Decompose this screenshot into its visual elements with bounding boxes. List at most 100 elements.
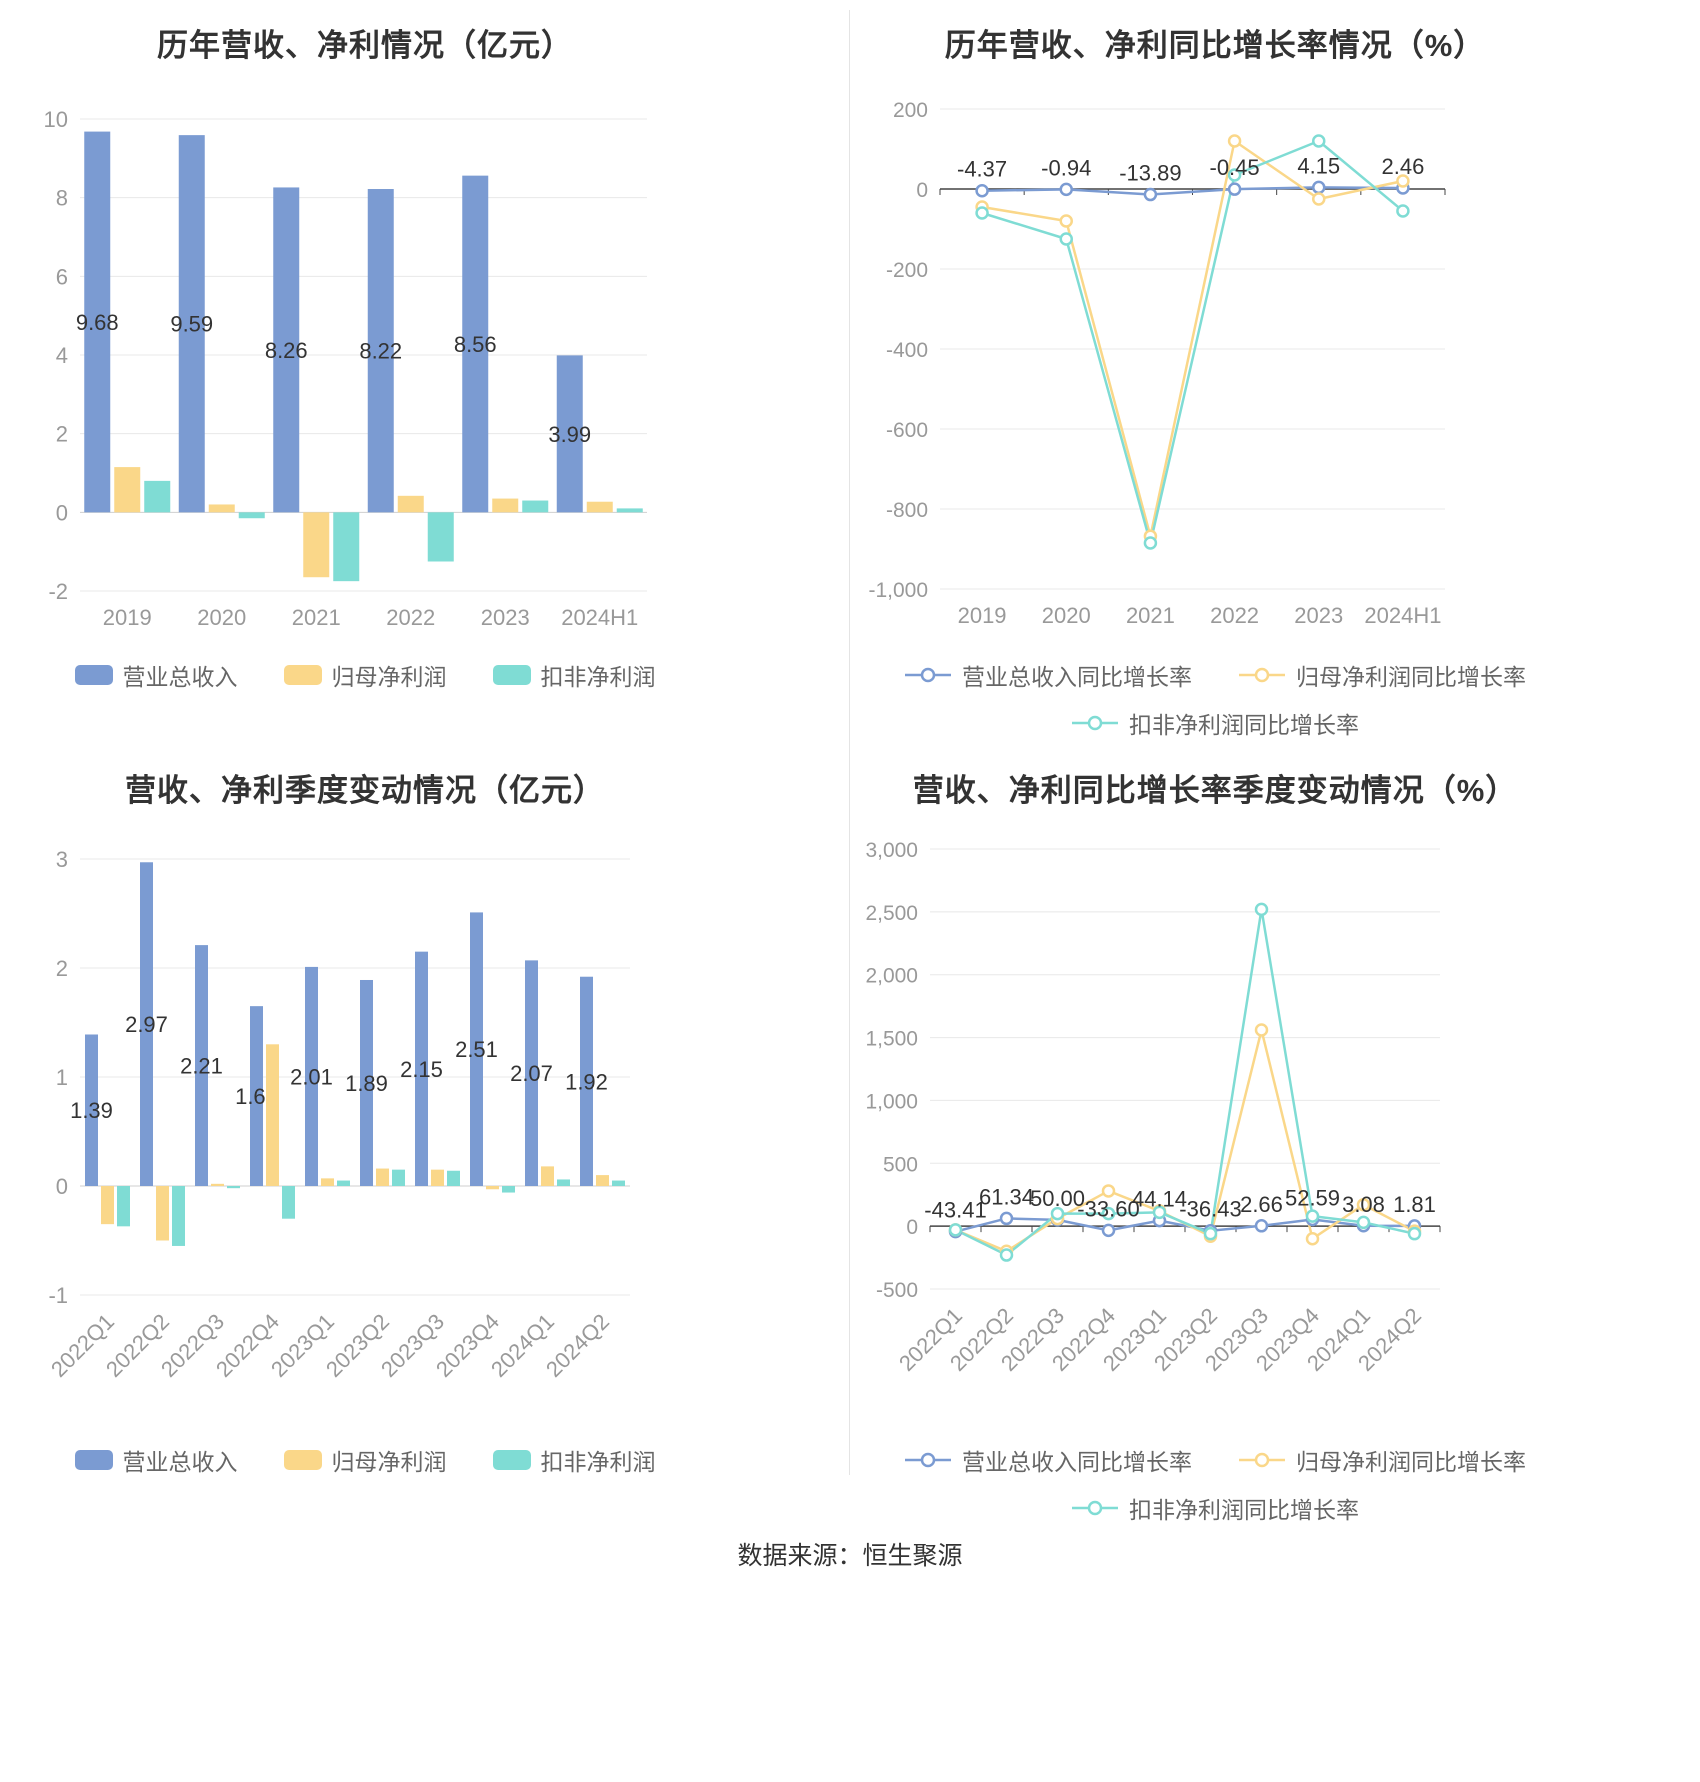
svg-text:-500: -500 — [876, 1279, 918, 1302]
x-axis: 2019 2020 2021 2022 2023 2024H1 — [939, 189, 1446, 628]
svg-text:2.01: 2.01 — [290, 1064, 333, 1089]
line-series-net-profit-growth — [981, 139, 1404, 538]
bar-series-revenue: 1.392.972.211.652.01 1.892.152.512.07 1.92 — [70, 862, 608, 1186]
legend-row: 营业总收入同比增长率 归母净利润同比增长率 — [904, 1443, 1526, 1477]
svg-text:0: 0 — [56, 1174, 68, 1199]
chart-title-quarterly-growth: 营收、净利同比增长率季度变动情况（%） — [912, 773, 1518, 808]
svg-text:2.97: 2.97 — [125, 1012, 168, 1037]
svg-text:9.68: 9.68 — [76, 310, 119, 335]
legend-label: 扣非净利润 — [540, 1449, 656, 1475]
quarterly-growth-legend: 营业总收入同比增长率 归母净利润同比增长率扣非净利润同比增长率 — [850, 1443, 1580, 1525]
legend-row: 营业总收入 归母净利润 扣非净利润 — [74, 658, 656, 692]
svg-text:-13.89: -13.89 — [1119, 161, 1181, 186]
chart-canvas: 3,000 2,500 2,000 1,500 1,000 500 0 -5002022Q12… — [865, 839, 1441, 1376]
svg-text:-1: -1 — [48, 1283, 68, 1308]
annual-growth-chart: 200 0 -200 -400 -600 -800 -1,000 2019 2020 2021 20… — [850, 79, 1700, 644]
svg-text:10: 10 — [44, 107, 68, 132]
svg-text:2,000: 2,000 — [865, 965, 918, 988]
chart-title-quarterly-performance: 营收、净利季度变动情况（亿元） — [125, 773, 605, 808]
svg-text:2021: 2021 — [292, 605, 341, 630]
legend-swatch-icon — [74, 1450, 113, 1470]
legend-item-revenue-growth[interactable]: 营业总收入同比增长率 — [904, 658, 1192, 692]
svg-text:2.66: 2.66 — [1240, 1192, 1283, 1217]
y-axis: 3,000 2,500 2,000 1,500 1,000 500 0 -500 — [865, 839, 1440, 1302]
legend-item-non-gaap-profit-growth[interactable]: 扣非净利润同比增长率 — [1071, 706, 1359, 740]
legend-line-marker-icon — [1072, 715, 1118, 731]
svg-text:6: 6 — [56, 264, 68, 289]
svg-text:-400: -400 — [886, 339, 928, 362]
charts-grid: 历年营收、净利情况（亿元） 10 8 6 4 2 0 -2 2019 2020 2021 2022 2… — [0, 0, 1700, 1523]
value-labels-revenue-growth: -4.37 -0.94 -13.89 -0.45 4.15 2.46 — [957, 153, 1424, 185]
svg-text:-36.43: -36.43 — [1179, 1197, 1241, 1222]
quarterly-performance-legend: 营业总收入 归母净利润 扣非净利润 — [0, 1443, 730, 1477]
legend-item-non-gaap-profit-growth[interactable]: 扣非净利润同比增长率 — [1071, 1491, 1359, 1525]
svg-text:3.99: 3.99 — [548, 422, 591, 447]
legend-label: 扣非净利润同比增长率 — [1129, 1497, 1359, 1523]
legend-line-marker-icon — [1239, 1452, 1285, 1468]
svg-text:2.51: 2.51 — [455, 1037, 498, 1062]
svg-text:1: 1 — [56, 1065, 68, 1090]
line-series-non-gaap-profit-growth — [981, 139, 1404, 545]
legend-item-revenue-growth[interactable]: 营业总收入同比增长率 — [904, 1443, 1192, 1477]
legend-label: 归母净利润 — [331, 1449, 447, 1475]
legend-label: 营业总收入同比增长率 — [962, 1449, 1192, 1475]
bar-series-non-gaap-profit — [117, 1169, 625, 1246]
quarterly-performance-chart: 3 2 1 0 -1 2022Q1 2022Q2 2022Q3 2022Q4 2023Q1 2023… — [0, 824, 850, 1429]
svg-text:2021: 2021 — [1126, 603, 1175, 628]
svg-text:61.34: 61.34 — [979, 1184, 1034, 1209]
legend-line-marker-icon — [905, 1452, 951, 1468]
svg-text:2,500: 2,500 — [865, 902, 918, 925]
svg-text:52.59: 52.59 — [1285, 1186, 1340, 1211]
legend-item-non-gaap-profit[interactable]: 扣非净利润 — [492, 658, 656, 692]
annual-growth-legend: 营业总收入同比增长率 归母净利润同比增长率扣非净利润同比增长率 — [850, 658, 1580, 740]
legend-item-net-profit[interactable]: 归母净利润 — [283, 1443, 447, 1477]
panel-quarterly-performance: 营收、净利季度变动情况（亿元） 3 2 1 0 -1 2022Q1 2022Q2 2022Q3… — [0, 745, 850, 1520]
legend-line-marker-icon — [905, 667, 951, 683]
legend-label: 营业总收入同比增长率 — [962, 664, 1192, 690]
line-series-non-gaap-profit-growth — [954, 908, 1415, 1257]
panel-annual-performance: 历年营收、净利情况（亿元） 10 8 6 4 2 0 -2 2019 2020 2021 2022 2… — [0, 0, 850, 745]
svg-text:-43.41: -43.41 — [924, 1198, 986, 1223]
legend-label: 扣非净利润 — [540, 664, 656, 690]
svg-text:0: 0 — [906, 1216, 918, 1239]
x-axis: 2019 2020 2021 2022 2023 2024H1 — [103, 605, 639, 630]
legend-item-net-profit[interactable]: 归母净利润 — [283, 658, 447, 692]
legend-item-non-gaap-profit[interactable]: 扣非净利润 — [492, 1443, 656, 1477]
svg-text:200: 200 — [893, 99, 928, 122]
legend-item-revenue[interactable]: 营业总收入 — [74, 1443, 238, 1477]
markers-non-gaap-profit-growth — [975, 134, 1410, 550]
svg-text:2: 2 — [56, 956, 68, 981]
svg-text:-800: -800 — [886, 499, 928, 522]
svg-text:2019: 2019 — [103, 605, 152, 630]
legend-item-revenue[interactable]: 营业总收入 — [74, 658, 238, 692]
chart-title-annual-performance: 历年营收、净利情况（亿元） — [157, 28, 573, 63]
svg-text:1.39: 1.39 — [70, 1098, 113, 1123]
legend-row: 扣非净利润同比增长率 — [1071, 706, 1359, 740]
svg-text:1.81: 1.81 — [1393, 1192, 1436, 1217]
legend-item-net-profit-growth[interactable]: 归母净利润同比增长率 — [1238, 1443, 1526, 1477]
legend-label: 营业总收入 — [122, 1449, 238, 1475]
data-source: 数据来源：恒生聚源 — [737, 1542, 963, 1570]
svg-text:2022: 2022 — [386, 605, 435, 630]
svg-text:3: 3 — [56, 847, 68, 872]
y-axis: 10 8 6 4 2 0 -2 — [44, 107, 647, 604]
svg-text:-2: -2 — [48, 579, 68, 604]
svg-text:44.14: 44.14 — [1132, 1187, 1187, 1212]
legend-item-net-profit-growth[interactable]: 归母净利润同比增长率 — [1238, 658, 1526, 692]
legend-label: 归母净利润同比增长率 — [1296, 1449, 1526, 1475]
svg-text:-0.45: -0.45 — [1210, 155, 1260, 180]
svg-text:3.08: 3.08 — [1342, 1192, 1385, 1217]
svg-text:2.21: 2.21 — [180, 1054, 223, 1079]
legend-row: 营业总收入 归母净利润 扣非净利润 — [74, 1443, 656, 1477]
svg-text:2024H1: 2024H1 — [561, 605, 638, 630]
panel-quarterly-growth: 营收、净利同比增长率季度变动情况（%） 3,000 2,500 2,000 1,500… — [850, 745, 1700, 1523]
svg-text:2.07: 2.07 — [510, 1061, 553, 1086]
annual-performance-chart: 10 8 6 4 2 0 -2 2019 2020 2021 2022 2023 2024H1 9.68 9… — [0, 79, 850, 644]
quarterly-growth-chart: 3,000 2,500 2,000 1,500 1,000 500 0 -500 2022Q1 2… — [850, 824, 1700, 1429]
svg-text:500: 500 — [883, 1153, 918, 1176]
svg-text:8.22: 8.22 — [359, 339, 402, 364]
svg-text:-4.37: -4.37 — [957, 157, 1007, 182]
svg-text:-0.94: -0.94 — [1041, 155, 1091, 180]
